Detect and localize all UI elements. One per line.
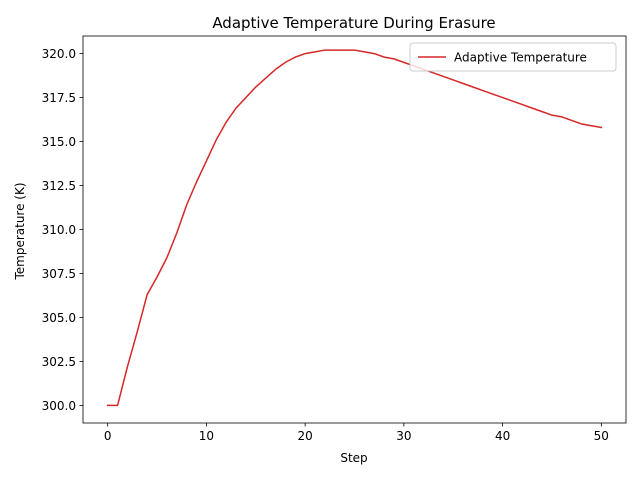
x-tick-label: 0 (104, 429, 112, 443)
x-tick-label: 20 (297, 429, 312, 443)
y-tick-label: 320.0 (42, 47, 76, 61)
y-tick-label: 307.5 (42, 267, 76, 281)
y-tick-label: 302.5 (42, 355, 76, 369)
legend-label: Adaptive Temperature (454, 51, 587, 65)
y-tick-label: 300.0 (42, 399, 76, 413)
x-tick-label: 40 (495, 429, 510, 443)
y-tick-label: 317.5 (42, 91, 76, 105)
legend-box (409, 42, 617, 72)
y-tick-label: 315.0 (42, 135, 76, 149)
x-axis-title: Step (340, 451, 367, 465)
series-line (106, 49, 603, 407)
y-tick-label: 310.0 (42, 223, 76, 237)
y-tick-label: 312.5 (42, 179, 76, 193)
x-tick-label: 10 (199, 429, 214, 443)
x-axis: 0 10 20 30 40 50 (104, 423, 609, 443)
x-tick-label: 30 (396, 429, 411, 443)
y-tick-label: 305.0 (42, 311, 76, 325)
x-tick-label: 50 (594, 429, 609, 443)
y-axis-title: Temperature (K) (13, 182, 27, 280)
legend: Adaptive Temperature (409, 42, 617, 72)
y-axis: 300.0 302.5 305.0 307.5 310.0 312.5 315.0 317.5… (42, 47, 83, 413)
chart-title: Adaptive Temperature During Erasure (212, 14, 495, 32)
series-layer (106, 49, 603, 407)
